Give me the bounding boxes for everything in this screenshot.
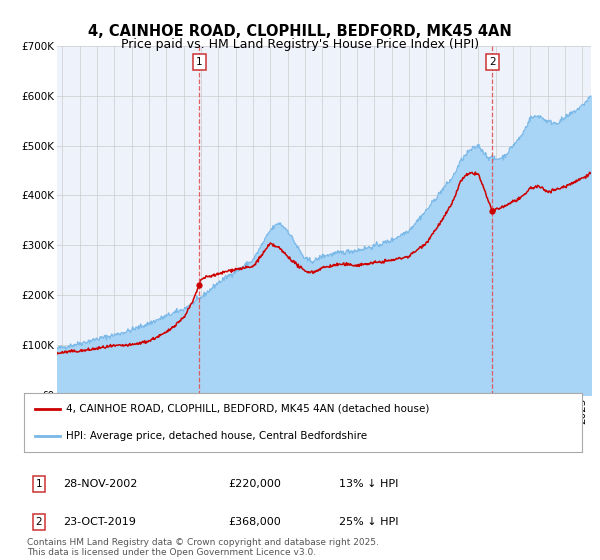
- Text: Price paid vs. HM Land Registry's House Price Index (HPI): Price paid vs. HM Land Registry's House …: [121, 38, 479, 51]
- Text: 2: 2: [489, 57, 496, 67]
- Text: 2: 2: [35, 517, 43, 527]
- Text: Contains HM Land Registry data © Crown copyright and database right 2025.
This d: Contains HM Land Registry data © Crown c…: [27, 538, 379, 557]
- Text: HPI: Average price, detached house, Central Bedfordshire: HPI: Average price, detached house, Cent…: [66, 431, 367, 441]
- Text: 23-OCT-2019: 23-OCT-2019: [63, 517, 136, 527]
- Text: 1: 1: [35, 479, 43, 489]
- Text: £368,000: £368,000: [228, 517, 281, 527]
- Text: 28-NOV-2002: 28-NOV-2002: [63, 479, 137, 489]
- Text: 4, CAINHOE ROAD, CLOPHILL, BEDFORD, MK45 4AN: 4, CAINHOE ROAD, CLOPHILL, BEDFORD, MK45…: [88, 24, 512, 39]
- Text: 4, CAINHOE ROAD, CLOPHILL, BEDFORD, MK45 4AN (detached house): 4, CAINHOE ROAD, CLOPHILL, BEDFORD, MK45…: [66, 404, 429, 414]
- Text: 13% ↓ HPI: 13% ↓ HPI: [339, 479, 398, 489]
- Text: 1: 1: [196, 57, 203, 67]
- Text: £220,000: £220,000: [228, 479, 281, 489]
- Text: 25% ↓ HPI: 25% ↓ HPI: [339, 517, 398, 527]
